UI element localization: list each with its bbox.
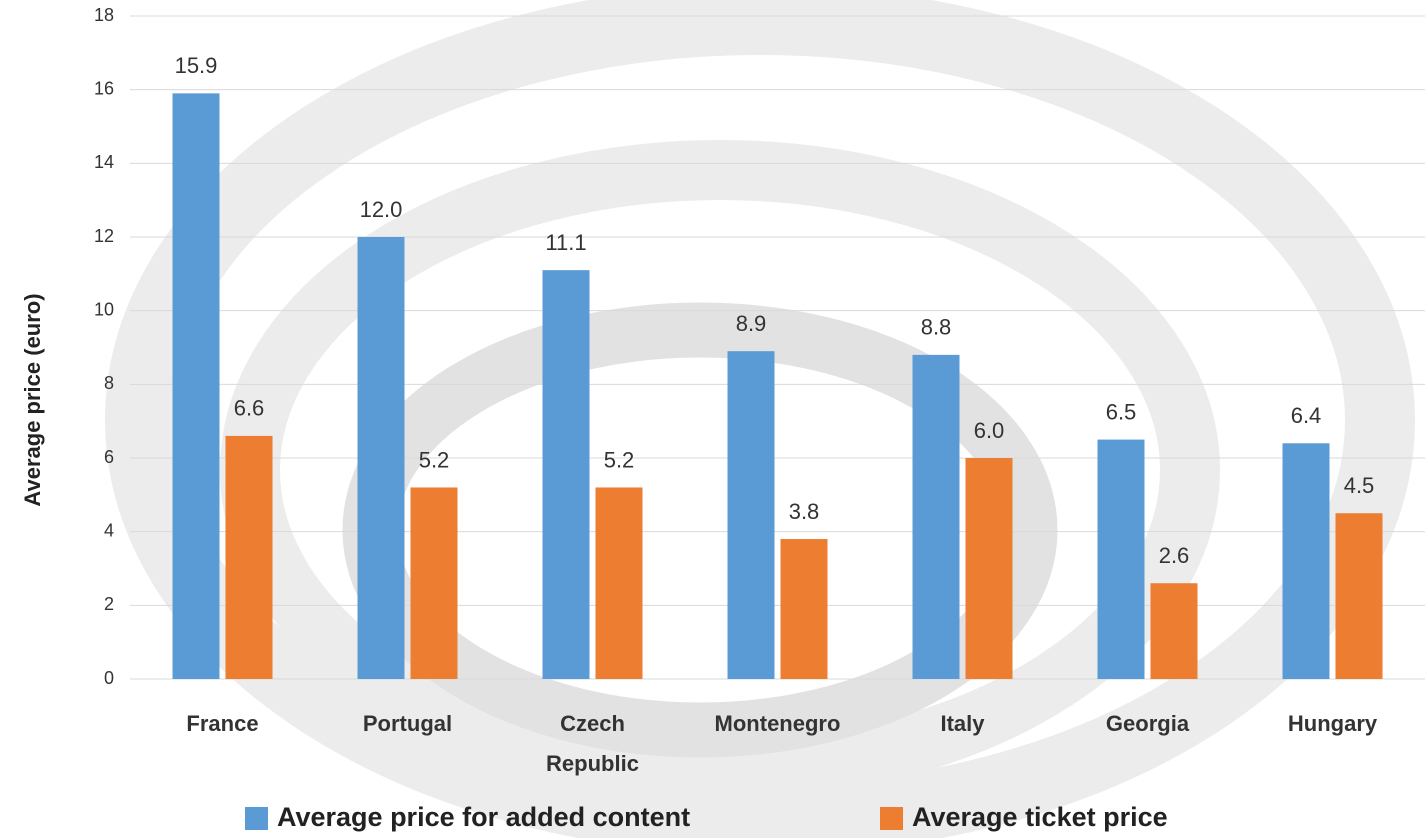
legend-label: Average price for added content	[277, 802, 690, 832]
bar	[173, 93, 220, 679]
chart: Average price (euro) 0 2 4 6 8 10 12 14 16 18 Fran…	[0, 0, 1425, 838]
bar	[543, 270, 590, 679]
value-label: 2.6	[1159, 543, 1190, 568]
y-axis-label: Average price (euro)	[20, 293, 45, 506]
x-tick-label: Georgia	[1106, 711, 1190, 736]
legend-label: Average ticket price	[912, 802, 1168, 832]
y-tick-label: 10	[94, 299, 114, 319]
x-tick-label: Montenegro	[715, 711, 841, 736]
y-tick-label: 16	[94, 78, 114, 98]
value-label: 5.2	[604, 447, 635, 472]
bar	[728, 351, 775, 679]
value-label: 12.0	[360, 197, 403, 222]
value-label: 15.9	[175, 53, 218, 78]
bar	[358, 237, 405, 679]
value-label: 6.0	[974, 418, 1005, 443]
value-label: 11.1	[545, 230, 586, 255]
y-tick-label: 4	[104, 520, 114, 540]
value-label: 6.6	[234, 396, 265, 421]
value-label: 6.5	[1106, 399, 1137, 424]
value-label: 4.5	[1344, 473, 1375, 498]
y-tick-label: 2	[104, 594, 114, 614]
value-label: 8.8	[921, 315, 952, 340]
value-label: 3.8	[789, 499, 820, 524]
legend-swatch	[245, 807, 268, 830]
x-tick-label: France	[186, 711, 258, 736]
y-tick-label: 0	[104, 668, 114, 688]
bar	[596, 487, 643, 679]
value-label: 8.9	[736, 311, 767, 336]
legend-swatch	[880, 807, 903, 830]
bar	[966, 458, 1013, 679]
y-tick-label: 6	[104, 447, 114, 467]
bar	[1336, 513, 1383, 679]
x-tick-label: Hungary	[1288, 711, 1378, 736]
bar	[411, 487, 458, 679]
y-tick-label: 8	[104, 373, 114, 393]
bar	[1283, 443, 1330, 679]
bar	[913, 355, 960, 679]
y-tick-label: 18	[94, 5, 114, 25]
x-tick-label: Portugal	[363, 711, 452, 736]
bar	[781, 539, 828, 679]
value-label: 5.2	[419, 447, 450, 472]
bar	[1151, 583, 1198, 679]
x-tick-label: Italy	[940, 711, 985, 736]
value-label: 6.4	[1291, 403, 1322, 428]
y-tick-label: 14	[94, 152, 114, 172]
bar	[226, 436, 273, 679]
y-tick-label: 12	[94, 226, 114, 246]
bar	[1098, 440, 1145, 679]
